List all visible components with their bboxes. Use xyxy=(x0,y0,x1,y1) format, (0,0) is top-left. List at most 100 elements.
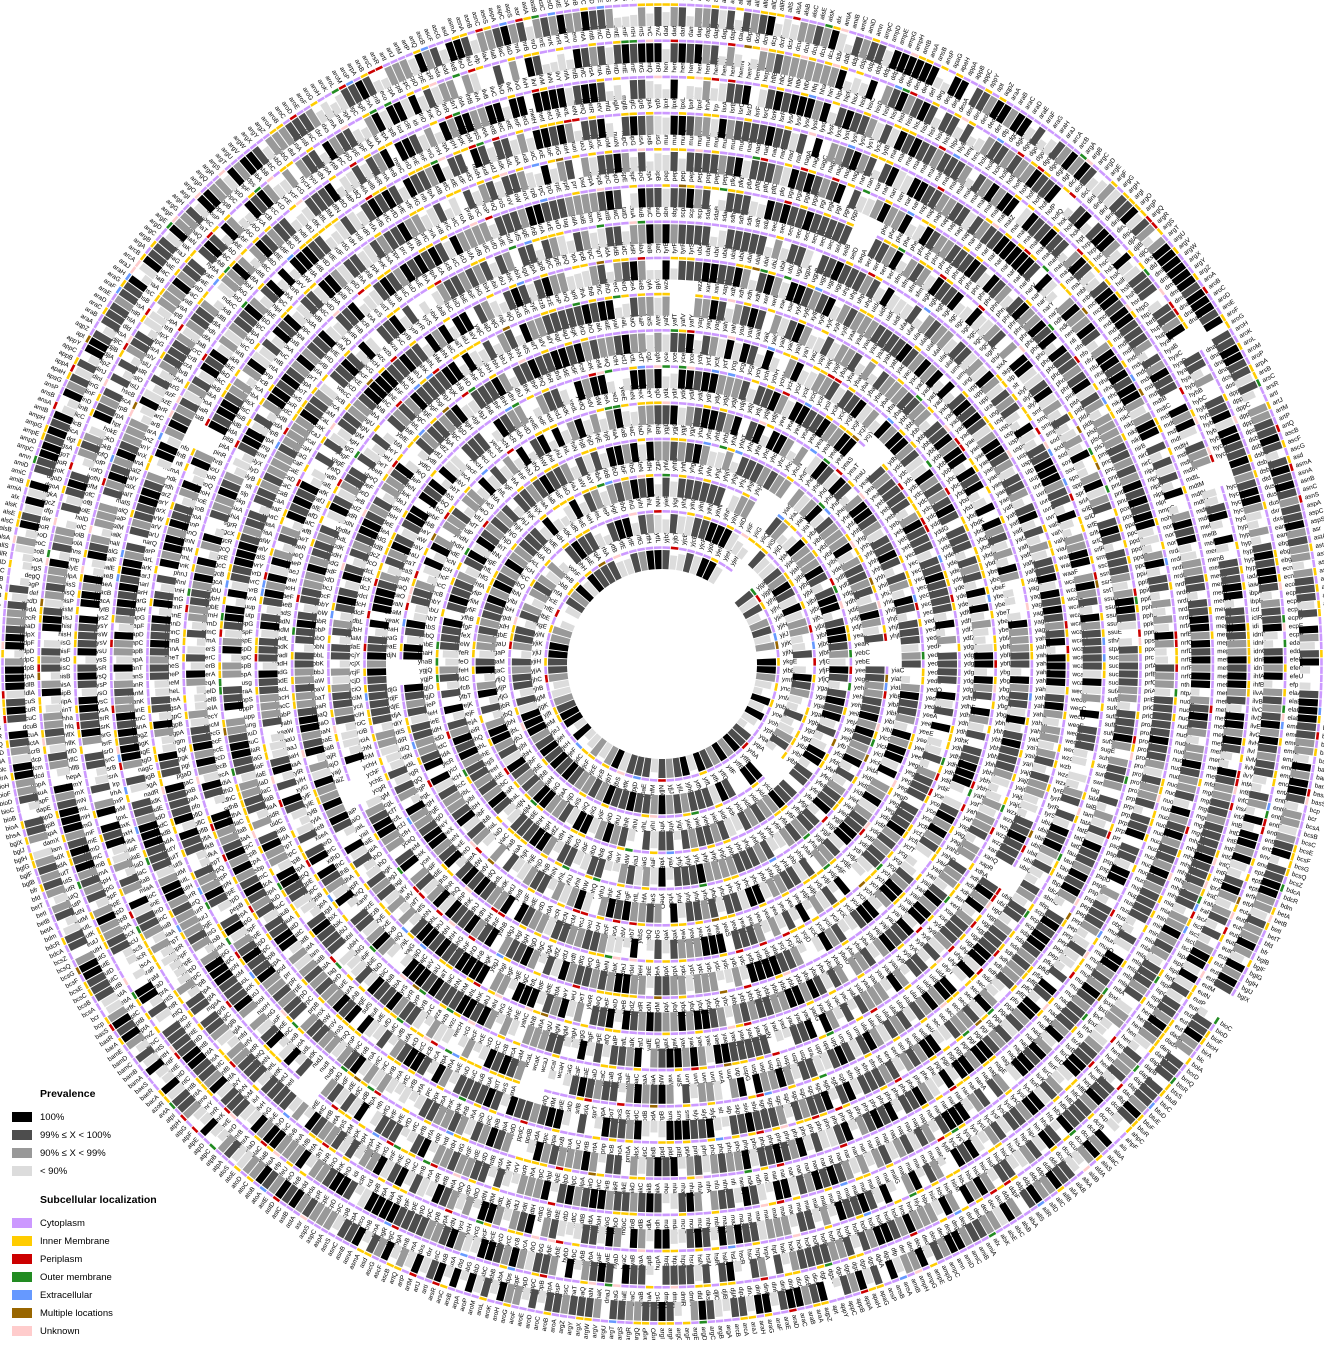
prevalence-bar xyxy=(642,830,650,850)
localization-segment xyxy=(625,775,632,777)
localization-segment xyxy=(629,440,636,441)
localization-segment xyxy=(712,482,719,484)
localization-segment xyxy=(687,1032,694,1033)
gene-label: yigI xyxy=(672,497,680,508)
localization-segment xyxy=(454,570,457,577)
localization-segment xyxy=(621,441,628,442)
localization-segment xyxy=(695,959,702,960)
prevalence-bar xyxy=(670,481,678,497)
localization-segment xyxy=(581,376,588,378)
localization-segment xyxy=(799,788,804,794)
localization-segment xyxy=(512,691,514,698)
localization-segment xyxy=(687,960,694,961)
prevalence-bar xyxy=(622,334,631,354)
localization-segment xyxy=(557,942,564,945)
localization-segment xyxy=(798,399,805,402)
localization-segment xyxy=(759,723,763,729)
prevalence-bar xyxy=(654,904,661,923)
localization-segment xyxy=(330,627,331,634)
localization-segment xyxy=(504,958,511,961)
localization-segment xyxy=(492,908,498,912)
gene-label: yihI xyxy=(650,821,658,832)
localization-segment xyxy=(589,990,596,992)
localization-segment xyxy=(812,407,818,411)
localization-segment xyxy=(913,818,917,824)
localization-segment xyxy=(704,921,711,922)
localization-segment xyxy=(556,610,559,617)
localization-segment xyxy=(609,883,616,885)
localization-segment xyxy=(972,782,975,789)
localization-segment xyxy=(797,440,803,444)
localization-segment xyxy=(704,333,711,334)
localization-segment xyxy=(547,683,549,690)
localization-segment xyxy=(329,636,330,643)
localization-segment xyxy=(720,409,727,411)
localization-segment xyxy=(383,474,387,480)
localization-segment xyxy=(484,594,487,601)
prevalence-bar xyxy=(716,970,725,980)
prevalence-bar xyxy=(666,831,674,850)
localization-segment xyxy=(336,587,338,594)
localization-segment xyxy=(492,416,498,420)
prevalence-bar xyxy=(331,668,350,675)
localization-segment xyxy=(794,482,800,486)
localization-segment xyxy=(560,501,566,505)
localization-segment xyxy=(1028,611,1029,618)
prevalence-bar xyxy=(902,652,921,660)
localization-segment xyxy=(790,929,797,932)
localization-segment xyxy=(513,700,515,707)
localization-segment xyxy=(804,444,810,448)
localization-segment xyxy=(582,451,589,454)
localization-segment xyxy=(407,504,411,510)
localization-segment xyxy=(671,512,678,513)
localization-segment xyxy=(344,766,346,773)
prevalence-bar xyxy=(685,370,694,390)
localization-segment xyxy=(458,563,461,570)
localization-segment xyxy=(782,893,789,897)
localization-segment xyxy=(978,849,982,855)
localization-segment xyxy=(843,609,845,616)
localization-segment xyxy=(932,854,936,860)
localization-segment xyxy=(541,854,547,858)
localization-segment xyxy=(403,811,407,817)
prevalence-bar xyxy=(662,940,669,953)
localization-segment xyxy=(439,691,440,698)
localization-segment xyxy=(752,343,759,345)
localization-segment xyxy=(469,936,475,940)
localization-segment xyxy=(462,931,468,935)
prevalence-bar xyxy=(662,1012,669,1031)
localization-segment xyxy=(510,642,511,649)
localization-segment xyxy=(704,480,711,482)
prevalence-bar xyxy=(654,333,661,352)
prevalence-bar xyxy=(630,334,639,354)
localization-segment xyxy=(687,550,694,552)
localization-segment xyxy=(775,389,782,392)
localization-segment xyxy=(965,870,969,876)
localization-segment xyxy=(567,497,574,501)
localization-segment xyxy=(510,675,511,682)
localization-segment xyxy=(752,305,759,307)
prevalence-bar xyxy=(512,666,531,674)
prevalence-bar xyxy=(793,666,806,673)
localization-segment xyxy=(573,378,580,380)
localization-segment xyxy=(957,693,958,700)
localization-segment xyxy=(613,555,620,558)
localization-segment xyxy=(371,495,375,501)
localization-segment xyxy=(743,454,750,457)
localization-segment xyxy=(565,419,572,422)
prevalence-bar xyxy=(646,903,654,922)
localization-segment xyxy=(439,625,440,632)
localization-segment xyxy=(873,585,875,592)
localization-segment xyxy=(908,825,912,831)
localization-segment xyxy=(494,864,500,869)
localization-segment xyxy=(363,812,366,819)
localization-segment xyxy=(333,603,334,610)
localization-segment xyxy=(1001,516,1004,523)
localization-segment xyxy=(583,530,590,534)
localization-segment xyxy=(534,849,540,853)
localization-segment xyxy=(842,941,848,945)
localization-segment xyxy=(856,392,862,396)
localization-segment xyxy=(424,773,427,780)
localization-segment xyxy=(683,777,690,779)
localization-segment xyxy=(440,617,441,624)
